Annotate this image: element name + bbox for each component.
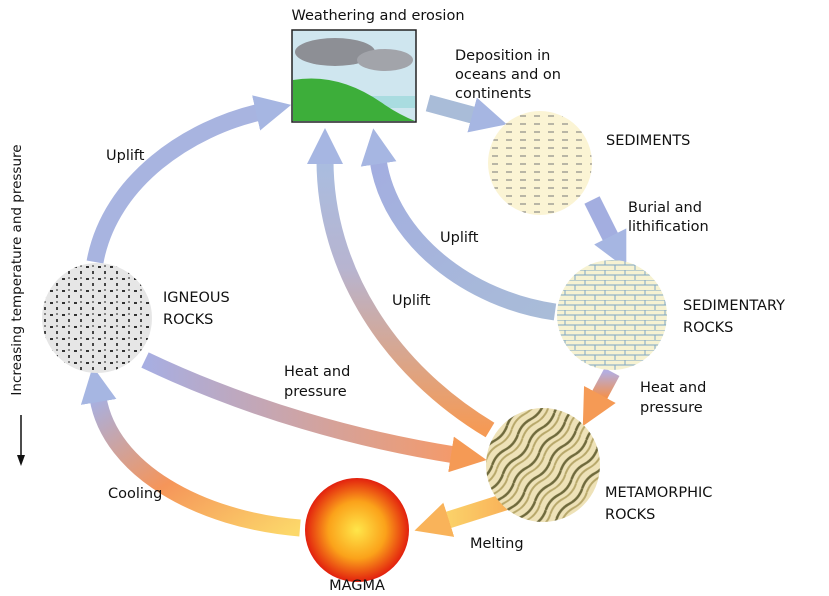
sediments-circle bbox=[488, 111, 592, 215]
arrow-uplift-sedimentary bbox=[360, 128, 557, 321]
edge-label: Deposition in bbox=[455, 48, 550, 64]
edge-label: lithification bbox=[628, 219, 709, 235]
arrow-heat-igneous bbox=[141, 352, 487, 473]
arrow-heat-sedimentary bbox=[582, 367, 620, 427]
hill bbox=[293, 78, 415, 121]
edge-label: Uplift bbox=[440, 230, 479, 246]
node-label: ROCKS bbox=[605, 507, 655, 523]
node-label: MAGMA bbox=[329, 578, 385, 594]
arrow-deposition bbox=[425, 94, 507, 133]
edge-label: Uplift bbox=[106, 148, 145, 164]
edge-label: Cooling bbox=[108, 486, 162, 502]
node-label: ROCKS bbox=[683, 320, 733, 336]
edge-label: Heat and bbox=[284, 364, 350, 380]
cloud bbox=[295, 38, 375, 66]
arrow-burial bbox=[584, 196, 627, 269]
arrow-cooling bbox=[80, 366, 301, 537]
igneous-circle bbox=[42, 263, 152, 373]
node-label: Weathering and erosion bbox=[291, 8, 464, 24]
edge-label: pressure bbox=[284, 384, 347, 400]
arrow-uplift-igneous bbox=[86, 95, 292, 264]
arrow-uplift-metamorphic bbox=[307, 128, 495, 438]
axis-arrow-head bbox=[17, 455, 25, 466]
metamorphic-circle bbox=[486, 408, 600, 522]
edge-label: Melting bbox=[470, 536, 524, 552]
edge-label: Heat and bbox=[640, 380, 706, 396]
edge-label: pressure bbox=[640, 400, 703, 416]
arrow-melting bbox=[414, 493, 508, 537]
magma-circle bbox=[305, 478, 409, 582]
edge-label: oceans and on bbox=[455, 67, 561, 83]
cloud bbox=[357, 49, 413, 71]
edge-label: Burial and bbox=[628, 200, 702, 216]
node-label: SEDIMENTARY bbox=[683, 298, 785, 314]
node-label: SEDIMENTS bbox=[606, 133, 690, 149]
edge-label: Uplift bbox=[392, 293, 431, 309]
edge-label: continents bbox=[455, 86, 531, 102]
node-label: ROCKS bbox=[163, 312, 213, 328]
sedimentary-circle bbox=[557, 260, 667, 370]
node-label: METAMORPHIC bbox=[605, 485, 712, 501]
axis-label: Increasing temperature and pressure bbox=[9, 144, 25, 395]
node-label: IGNEOUS bbox=[163, 290, 230, 306]
